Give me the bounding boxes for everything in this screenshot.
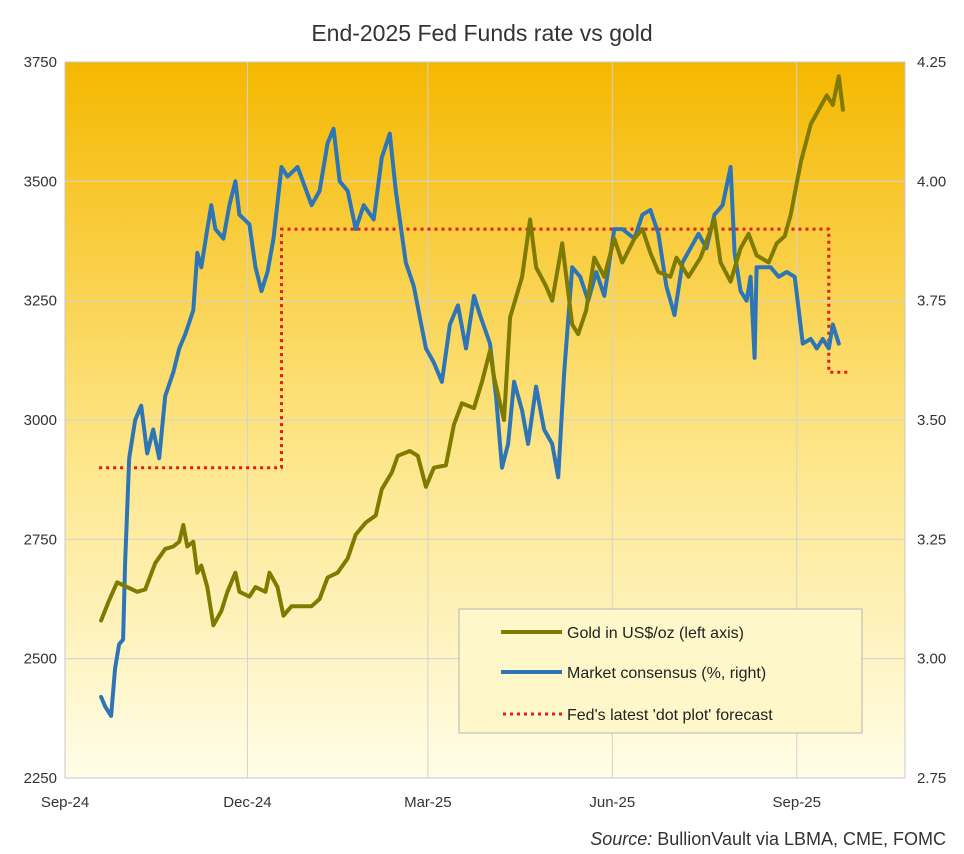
series-lines	[99, 74, 849, 718]
source-note: Source: BullionVault via LBMA, CME, FOMC	[590, 829, 946, 849]
series-line-dot-plot	[99, 227, 849, 470]
series-line-consensus	[99, 126, 841, 718]
x-tick-label: Sep-24	[41, 794, 89, 811]
legend-label-gold: Gold in US$/oz (left axis)	[567, 625, 744, 642]
y-left-tick-label: 3000	[24, 412, 57, 429]
legend: Gold in US$/oz (left axis) Market consen…	[458, 608, 863, 734]
legend-label-consensus: Market consensus (%, right)	[567, 665, 766, 682]
y-left-tick-label: 2750	[24, 531, 57, 548]
series-line-gold	[99, 74, 845, 628]
y-right-tick-label: 3.25	[917, 531, 946, 548]
x-tick-label: Dec-24	[223, 794, 271, 811]
y-left-tick-label: 3500	[24, 173, 57, 190]
y-right-tick-label: 4.25	[917, 54, 946, 71]
y-right-tick-label: 3.50	[917, 412, 946, 429]
source-label: Source:	[590, 829, 652, 849]
y-right-tick-label: 3.00	[917, 651, 946, 668]
x-tick-label: Mar-25	[404, 794, 452, 811]
y-left-tick-label: 2500	[24, 651, 57, 668]
x-tick-label: Jun-25	[589, 794, 635, 811]
axes: 2250 2500 2750 3000 3250 3500 3750 2.75 3.00 3.25…	[24, 54, 947, 811]
chart-title: End-2025 Fed Funds rate vs gold	[311, 20, 652, 46]
y-right-tick-label: 2.75	[917, 770, 946, 787]
y-left-tick-label: 3250	[24, 293, 57, 310]
plot-area-border	[64, 61, 906, 779]
x-tick-label: Sep-25	[773, 794, 821, 811]
y-left-tick-label: 2250	[24, 770, 57, 787]
legend-label-dot-plot: Fed's latest 'dot plot' forecast	[567, 707, 773, 724]
y-left-tick-label: 3750	[24, 54, 57, 71]
y-right-tick-label: 3.75	[917, 293, 946, 310]
source-text: BullionVault via LBMA, CME, FOMC	[652, 829, 946, 849]
y-right-tick-label: 4.00	[917, 173, 946, 190]
